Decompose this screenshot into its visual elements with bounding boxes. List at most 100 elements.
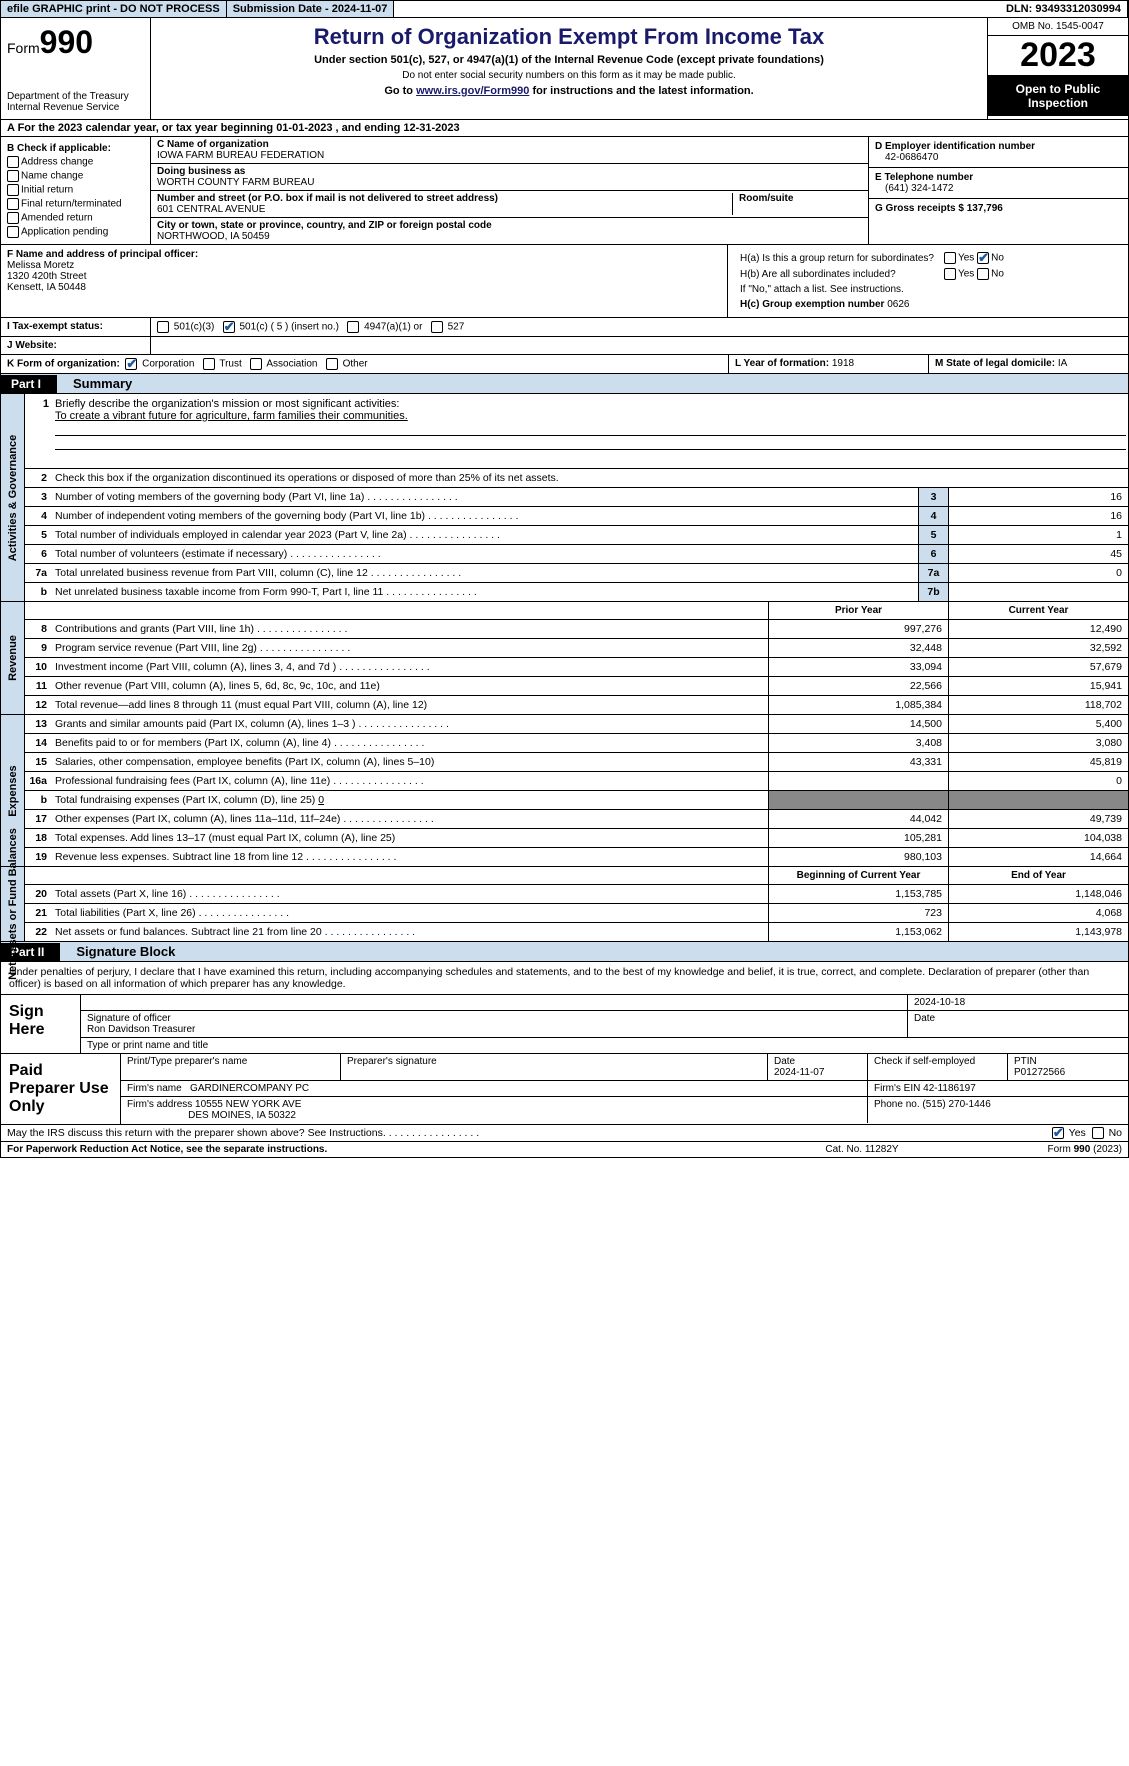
foot-l: For Paperwork Reduction Act Notice, see … [7, 1144, 762, 1155]
f-name: Melissa Moretz [7, 260, 74, 271]
l1-lab: Briefly describe the organization's miss… [55, 398, 399, 410]
k-assoc[interactable] [250, 358, 262, 370]
hc: H(c) Group exemption number 0626 [736, 298, 1008, 311]
ppu-pdate: 2024-11-07 [774, 1067, 824, 1078]
sig-lab: Signature of officer [87, 1013, 171, 1024]
f-l1: 1320 420th Street [7, 271, 87, 282]
v5: 1 [948, 526, 1128, 544]
irs-link[interactable]: www.irs.gov/Form990 [416, 85, 529, 97]
ppu-firm: GARDINERCOMPANY PC [190, 1083, 309, 1094]
tax-year: 2023 [988, 36, 1128, 76]
hb-lab: H(b) Are all subordinates included? [736, 267, 938, 281]
l6: Total number of volunteers (estimate if … [53, 545, 918, 563]
ppu-self: Check if self-employed [868, 1054, 1008, 1080]
l16b: Total fundraising expenses (Part IX, col… [53, 791, 768, 809]
e21: 4,068 [948, 904, 1128, 922]
v7a: 0 [948, 564, 1128, 582]
ck-initial[interactable]: Initial return [7, 184, 144, 196]
ppu-ein-lab: Firm's EIN [874, 1083, 923, 1094]
l9: Program service revenue (Part VIII, line… [53, 639, 768, 657]
ck-name[interactable]: Name change [7, 170, 144, 182]
hb-no[interactable] [977, 268, 989, 280]
vlab-exp: Expenses [7, 765, 19, 816]
hb-yes[interactable] [944, 268, 956, 280]
k-lab: K Form of organization: [7, 359, 120, 370]
l22: Net assets or fund balances. Subtract li… [53, 923, 768, 941]
i-501c[interactable] [223, 321, 235, 333]
vlab-rev: Revenue [7, 635, 19, 681]
ppu-firm-lab: Firm's name [127, 1083, 184, 1094]
j-lab: J Website: [7, 340, 57, 351]
e-val: (641) 324-1472 [875, 183, 953, 194]
discuss-no[interactable] [1092, 1127, 1104, 1139]
c-city-lab: City or town, state or province, country… [157, 220, 492, 231]
form-sub: Under section 501(c), 527, or 4947(a)(1)… [157, 54, 981, 66]
foot-r: Form 990 (2023) [962, 1144, 1122, 1155]
f-lab: F Name and address of principal officer: [7, 249, 198, 260]
ck-pending[interactable]: Application pending [7, 226, 144, 238]
l15: Salaries, other compensation, employee b… [53, 753, 768, 771]
d-lab: D Employer identification number [875, 141, 1035, 152]
c13: 5,400 [948, 715, 1128, 733]
l18: Total expenses. Add lines 13–17 (must eq… [53, 829, 768, 847]
v4: 16 [948, 507, 1128, 525]
k-trust[interactable] [203, 358, 215, 370]
foot-m: Cat. No. 11282Y [762, 1144, 962, 1155]
ha-lab: H(a) Is this a group return for subordin… [736, 251, 938, 265]
ha-no[interactable] [977, 252, 989, 264]
b22: 1,153,062 [768, 923, 948, 941]
c-dba-lab: Doing business as [157, 166, 245, 177]
e-lab: E Telephone number [875, 172, 973, 183]
ha-yes[interactable] [944, 252, 956, 264]
ppu-pt: Print/Type preparer's name [121, 1054, 341, 1080]
header-grid: B Check if applicable: Address change Na… [0, 137, 1129, 245]
sign-date-lab: Date [908, 1011, 1128, 1037]
p11: 22,566 [768, 677, 948, 695]
ppu-phone-lab: Phone no. [874, 1099, 922, 1110]
part2-hdr: Part II Signature Block [0, 942, 1129, 962]
row-klm: K Form of organization: Corporation Trus… [0, 355, 1129, 374]
row-j: J Website: [0, 337, 1129, 355]
ppu-block: Paid Preparer Use Only Print/Type prepar… [0, 1054, 1129, 1125]
l12: Total revenue—add lines 8 through 11 (mu… [53, 696, 768, 714]
vlab-gov: Activities & Governance [7, 434, 19, 561]
p12: 1,085,384 [768, 696, 948, 714]
l19: Revenue less expenses. Subtract line 18 … [53, 848, 768, 866]
i-4947[interactable] [347, 321, 359, 333]
rev-block: Revenue Prior YearCurrent Year 8Contribu… [0, 602, 1129, 715]
k-other[interactable] [326, 358, 338, 370]
gov-block: Activities & Governance 1 Briefly describ… [0, 394, 1129, 602]
hdr-begin: Beginning of Current Year [768, 867, 948, 884]
k-corp[interactable] [125, 358, 137, 370]
box-deg: D Employer identification number42-06864… [868, 137, 1128, 244]
e22: 1,143,978 [948, 923, 1128, 941]
c-name-lab: C Name of organization [157, 139, 269, 150]
ppu-ps: Preparer's signature [341, 1054, 768, 1080]
ck-final[interactable]: Final return/terminated [7, 198, 144, 210]
ck-address[interactable]: Address change [7, 156, 144, 168]
exp-block: Expenses 13Grants and similar amounts pa… [0, 715, 1129, 867]
l21: Total liabilities (Part X, line 26) [53, 904, 768, 922]
l7b: Net unrelated business taxable income fr… [53, 583, 918, 601]
e20: 1,148,046 [948, 885, 1128, 903]
l17: Other expenses (Part IX, column (A), lin… [53, 810, 768, 828]
row-fh: F Name and address of principal officer:… [0, 245, 1129, 318]
form-header: Form990 Department of the Treasury Inter… [0, 18, 1129, 120]
form-sub2: Do not enter social security numbers on … [157, 70, 981, 81]
l7a: Total unrelated business revenue from Pa… [53, 564, 918, 582]
hdr-current: Current Year [948, 602, 1128, 619]
c-name: IOWA FARM BUREAU FEDERATION [157, 150, 324, 161]
ck-amended[interactable]: Amended return [7, 212, 144, 224]
ppu-ein: 42-1186197 [923, 1083, 976, 1094]
dln: DLN: 93493312030994 [1000, 1, 1128, 17]
l-val: 1918 [832, 358, 854, 369]
omb-no: OMB No. 1545-0047 [988, 18, 1128, 36]
public-inspection: Open to Public Inspection [988, 76, 1128, 116]
l4: Number of independent voting members of … [53, 507, 918, 525]
part1-bar: Part I [1, 375, 57, 393]
discuss-yes[interactable] [1052, 1127, 1064, 1139]
i-501c3[interactable] [157, 321, 169, 333]
i-527[interactable] [431, 321, 443, 333]
box-b-hdr: B Check if applicable: [7, 143, 144, 154]
part1-hdr: Part I Summary [0, 374, 1129, 394]
